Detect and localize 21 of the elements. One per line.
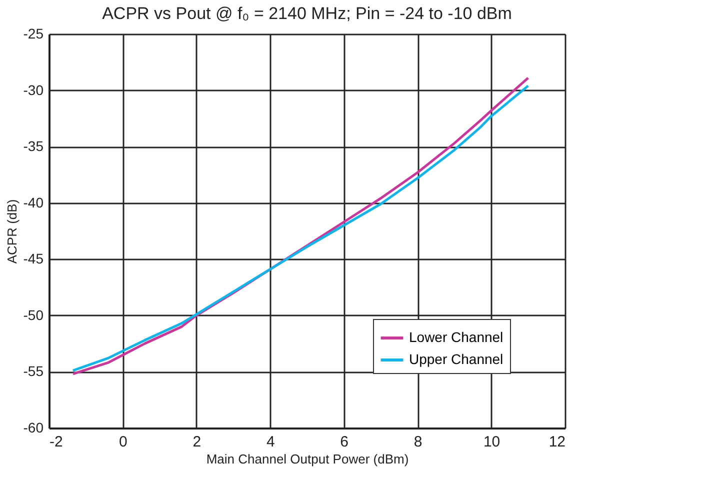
y-tick-label: -35 bbox=[23, 138, 44, 154]
x-tick-label: 2 bbox=[192, 434, 202, 450]
x-axis-title: Main Channel Output Power (dBm) bbox=[206, 452, 409, 466]
legend-label: Upper Channel bbox=[409, 351, 504, 367]
y-tick-label: -30 bbox=[23, 82, 44, 98]
x-tick-label: 10 bbox=[483, 434, 500, 450]
y-tick-label: -60 bbox=[23, 420, 44, 436]
y-tick-label: -55 bbox=[23, 363, 44, 380]
y-axis-title: ACPR (dB) bbox=[4, 199, 20, 264]
x-tick-label: 6 bbox=[340, 434, 349, 450]
legend-label: Lower Channel bbox=[409, 329, 504, 345]
y-tick-label: -45 bbox=[23, 250, 44, 267]
chart-title: ACPR vs Pout @ f₀ = 2140 MHz; Pin = -24 to -10 dBm bbox=[102, 4, 512, 23]
x-tick-label: 4 bbox=[266, 434, 275, 450]
y-tick-label: -40 bbox=[23, 194, 44, 210]
x-tick-label: 0 bbox=[119, 434, 128, 450]
y-tick-label: -25 bbox=[23, 26, 44, 42]
x-tick-label: 12 bbox=[548, 434, 566, 450]
x-tick-label: 8 bbox=[414, 434, 422, 450]
y-tick-label: -50 bbox=[23, 306, 44, 323]
x-tick-label: -2 bbox=[50, 434, 63, 450]
